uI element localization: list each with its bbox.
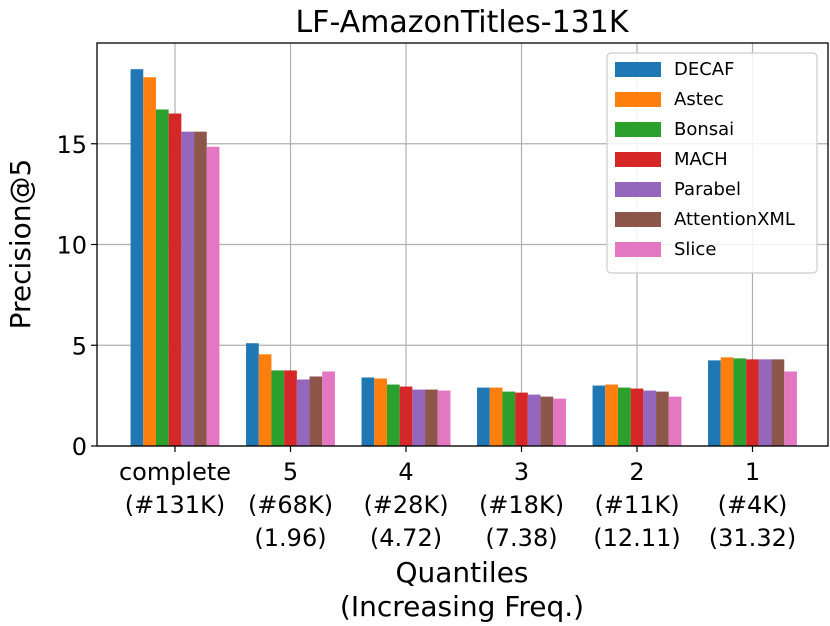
x-tick-label: (7.38): [485, 524, 557, 552]
legend-label-parabel: Parabel: [674, 179, 741, 200]
legend-swatch-decaf: [615, 62, 661, 77]
bar-parabel-2: [412, 389, 426, 446]
legend-label-attentionxml: AttentionXML: [674, 209, 795, 230]
bar-parabel-4: [643, 390, 657, 446]
bar-mach-2: [399, 386, 413, 446]
x-tick-label: (#11K): [594, 491, 679, 519]
bar-slice-4: [668, 396, 682, 446]
axes: 0 5 10 15 complete (#131K) 5 (#68K) (1.96) 4 (#28K…: [56, 42, 829, 552]
x-tick-label: (31.32): [709, 524, 796, 552]
bar-mach-0: [168, 113, 182, 447]
bars: [130, 69, 797, 447]
bar-astec-4: [605, 384, 618, 446]
x-tick-label: (1.96): [254, 524, 326, 552]
bar-bonsai-5: [733, 358, 747, 446]
bar-slice-5: [784, 371, 797, 446]
bar-slice-0: [206, 146, 220, 446]
bar-slice-1: [322, 371, 335, 446]
bar-astec-3: [489, 387, 503, 446]
bar-decaf-5: [708, 360, 721, 446]
bar-attentionxml-4: [656, 391, 669, 446]
x-axis-label-line-2: (Increasing Freq.): [340, 590, 584, 623]
x-tick-label: 3: [514, 458, 529, 486]
y-axis-label: Precision@5: [4, 159, 37, 330]
bar-bonsai-0: [155, 109, 169, 447]
bar-decaf-0: [130, 69, 144, 446]
x-tick-label: 1: [745, 458, 760, 486]
bar-bonsai-2: [386, 384, 400, 446]
bar-attentionxml-0: [194, 131, 207, 446]
bar-slice-3: [553, 398, 566, 446]
legend-label-decaf: DECAF: [674, 59, 734, 80]
bar-attentionxml-5: [771, 359, 785, 446]
legend-swatch-attentionxml: [615, 212, 661, 227]
bar-decaf-1: [246, 343, 259, 446]
y-tick-label: 15: [56, 131, 87, 159]
bar-parabel-5: [758, 359, 772, 446]
x-axis-label-line-1: Quantiles: [395, 556, 528, 589]
x-tick-label: (4.72): [370, 524, 442, 552]
plot-frame: [96, 42, 829, 447]
x-tick-label: 2: [629, 458, 644, 486]
bar-attentionxml-2: [425, 389, 438, 446]
bar-parabel-3: [527, 394, 541, 446]
bar-attentionxml-3: [540, 396, 554, 446]
bar-parabel-1: [296, 379, 310, 446]
x-tick-label: (12.11): [593, 524, 680, 552]
x-tick-label: complete: [119, 458, 231, 486]
bar-mach-4: [630, 388, 644, 446]
bar-decaf-3: [477, 387, 490, 446]
x-tick-label: (#28K): [363, 491, 448, 519]
y-tick-label: 5: [72, 332, 87, 360]
bar-attentionxml-1: [309, 376, 323, 446]
bar-decaf-2: [361, 377, 375, 446]
y-tick-label: 10: [56, 232, 87, 260]
legend-swatch-mach: [615, 152, 661, 167]
legend-swatch-astec: [615, 92, 661, 107]
bar-astec-5: [720, 357, 734, 446]
bar-mach-5: [746, 359, 759, 446]
bar-mach-1: [284, 370, 297, 446]
x-tick-label: 4: [398, 458, 413, 486]
x-tick-label: (#18K): [479, 491, 564, 519]
bar-bonsai-1: [271, 370, 285, 446]
legend-label-slice: Slice: [674, 239, 716, 260]
legend-label-mach: MACH: [674, 149, 728, 170]
bar-decaf-4: [592, 385, 606, 446]
bar-slice-2: [437, 390, 451, 446]
x-tick-label: (#68K): [248, 491, 333, 519]
legend-swatch-slice: [615, 242, 661, 257]
bar-astec-1: [258, 354, 272, 446]
legend-swatch-parabel: [615, 182, 661, 197]
bar-astec-0: [143, 77, 156, 446]
bar-bonsai-4: [617, 387, 631, 446]
bar-parabel-0: [181, 131, 195, 446]
chart-title: LF-AmazonTitles-131K: [295, 5, 629, 40]
legend-swatch-bonsai: [615, 122, 661, 137]
y-tick-label: 0: [72, 433, 87, 461]
legend: DECAF Astec Bonsai MACH Parabel AttentionXML S…: [606, 52, 818, 274]
x-tick-label: 5: [283, 458, 298, 486]
bar-astec-2: [374, 378, 387, 446]
bar-mach-3: [515, 392, 528, 446]
legend-label-bonsai: Bonsai: [674, 119, 734, 140]
legend-label-astec: Astec: [674, 89, 724, 110]
x-tick-label: (#4K): [718, 491, 788, 519]
x-tick-label: (#131K): [125, 491, 225, 519]
bar-bonsai-3: [502, 391, 516, 446]
